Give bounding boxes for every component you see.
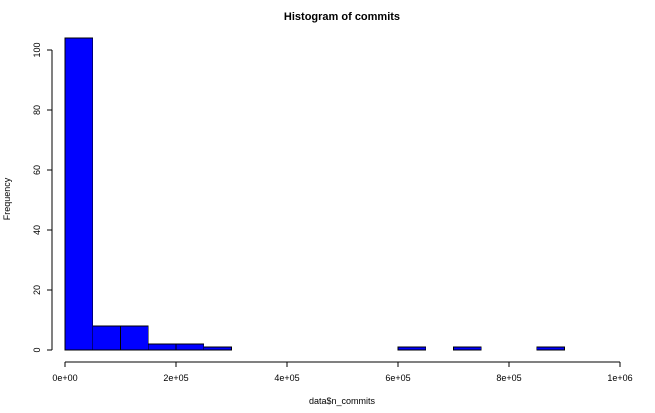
y-tick-label: 0 — [32, 347, 42, 352]
histogram-bar — [397, 346, 427, 351]
y-tick-label: 80 — [32, 105, 42, 115]
x-tick-label: 2e+05 — [163, 373, 188, 383]
y-tick-label: 40 — [32, 225, 42, 235]
histogram-bar — [175, 343, 205, 351]
histogram-bar — [203, 346, 232, 351]
y-axis-label: Frequency — [2, 177, 12, 220]
chart-title: Histogram of commits — [284, 11, 400, 23]
histogram-bar — [120, 325, 149, 351]
x-tick-label: 4e+05 — [274, 373, 299, 383]
x-axis-label: data$n_commits — [309, 396, 376, 406]
histogram-bar — [536, 346, 565, 351]
histogram-bar — [92, 325, 121, 351]
y-tick-label: 100 — [32, 42, 42, 57]
histogram-bar — [147, 343, 177, 351]
x-tick-label: 1e+06 — [607, 373, 632, 383]
x-tick-label: 0e+00 — [52, 373, 77, 383]
x-tick-label: 6e+05 — [385, 373, 410, 383]
y-tick-label: 20 — [32, 285, 42, 295]
histogram-bar — [64, 37, 94, 351]
y-axis: 0 20 40 60 80 100 — [32, 42, 53, 353]
x-axis: 0e+00 2e+05 4e+05 6e+05 8e+05 1e+06 — [52, 361, 633, 383]
x-tick-label: 8e+05 — [496, 373, 521, 383]
bars-group — [64, 37, 565, 351]
histogram-bar — [453, 346, 482, 351]
y-tick-label: 60 — [32, 165, 42, 175]
